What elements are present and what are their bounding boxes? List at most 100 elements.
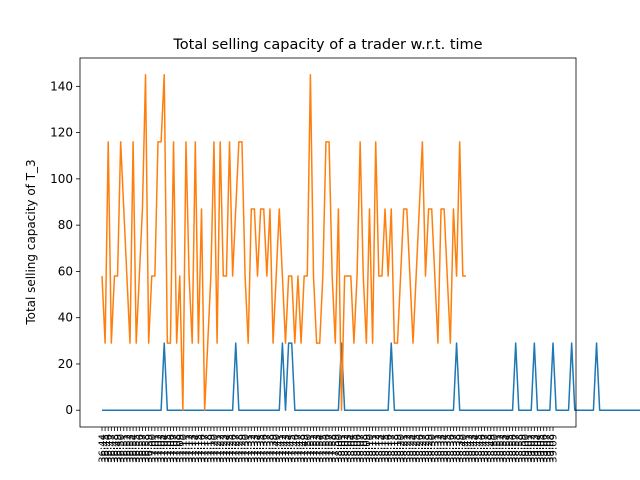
x-tick-label: 37:42: [278, 434, 289, 463]
x-tick-label: 37:27: [231, 434, 242, 463]
y-tick-label: 20: [58, 357, 73, 371]
x-tick-label: 37:47: [293, 434, 304, 463]
x-tick-label: 38:46: [477, 434, 488, 463]
x-tick-label: 38:57: [511, 434, 522, 463]
x-tick-label: 38:39: [455, 434, 466, 463]
x-tick-label: 37:11: [181, 434, 192, 463]
x-tick-label: 39:02: [527, 434, 538, 463]
x-tick-label: 37:09: [175, 434, 186, 463]
x-tick-label: 39:04: [533, 434, 544, 463]
x-tick-label: 37:38: [265, 434, 276, 463]
x-tick-label: 37:46: [290, 434, 301, 463]
x-tick-label: 37:03: [157, 434, 168, 463]
x-tick-label: 37:33: [250, 434, 261, 463]
x-tick-label: 39:05: [536, 434, 547, 463]
x-tick-label: 36:55: [132, 434, 143, 463]
x-tick-label: 37:02: [153, 434, 164, 463]
x-tick-label: 37:05: [163, 434, 174, 463]
x-tick-label: 38:43: [468, 434, 479, 463]
x-tick-label: 37:13: [188, 434, 199, 463]
y-tick-label: 80: [58, 218, 73, 232]
x-tick-label: 38:27: [418, 434, 429, 463]
x-tick-label: 37:39: [269, 434, 280, 463]
x-tick-label: 38:49: [486, 434, 497, 463]
x-tick-label: 38:36: [446, 434, 457, 463]
y-tick-label: 40: [58, 311, 73, 325]
x-tick-label: 36:48: [110, 434, 121, 463]
x-tick-label: 36:54: [129, 434, 140, 463]
x-tick-label: 37:43: [281, 434, 292, 463]
x-tick-label: 38:48: [483, 434, 494, 463]
x-tick-label: 38:26: [415, 434, 426, 463]
x-tick-label: 38:20: [396, 434, 407, 463]
x-tick-label: 37:34: [253, 434, 264, 463]
x-tick-label: 37:07: [169, 434, 180, 463]
x-tick-label: 36:53: [125, 434, 136, 463]
x-tick-label: 38:09: [362, 434, 373, 463]
x-tick-label: 37:10: [178, 434, 189, 463]
x-tick-label: 37:12: [185, 434, 196, 463]
x-tick-label: 37:51: [306, 434, 317, 463]
x-tick-label: 37:24: [222, 434, 233, 463]
x-tick-label: 39:08: [545, 434, 556, 463]
x-tick-label: 38:07: [356, 434, 367, 463]
x-tick-label: 38:03: [343, 434, 354, 463]
x-tick-label: 38:32: [433, 434, 444, 463]
x-tick-label: 38:02: [340, 434, 351, 463]
chart-title: Total selling capacity of a trader w.r.t…: [172, 37, 482, 53]
x-tick-label: 37:18: [203, 434, 214, 463]
x-tick-label: 37:04: [160, 434, 171, 463]
x-tick-label: 38:19: [393, 434, 404, 463]
x-tick-label: 36:59: [144, 434, 155, 463]
x-tick-label: 38:15: [381, 434, 392, 463]
x-tick-label: 37:15: [194, 434, 205, 463]
series-line-2: [101, 74, 466, 411]
x-tick-label: 38:12: [371, 434, 382, 463]
x-tick-label: 39:07: [542, 434, 553, 463]
x-tick-label: 38:34: [440, 434, 451, 463]
x-tick-label: 38:05: [349, 434, 360, 463]
x-tick-label: 38:37: [449, 434, 460, 463]
x-tick-label: 38:35: [443, 434, 454, 463]
y-tick-label: 140: [50, 79, 73, 93]
x-tick-label: 37:36: [259, 434, 270, 463]
x-tick-label: 37:17: [200, 434, 211, 463]
x-tick-label: 37:29: [237, 434, 248, 463]
x-tick-label: 37:26: [228, 434, 239, 463]
x-tick-label: 38:58: [514, 434, 525, 463]
x-tick-label: 38:33: [437, 434, 448, 463]
x-tick-label: 37:55: [318, 434, 329, 463]
x-tick-label: 38:50: [489, 434, 500, 463]
x-tick-label: 37:53: [312, 434, 323, 463]
x-tick-label: 38:31: [430, 434, 441, 463]
x-tick-label: 37:14: [191, 434, 202, 463]
x-tick-label: 36:58: [141, 434, 152, 463]
x-tick-label: 38:41: [461, 434, 472, 463]
x-tick-label: 38:52: [496, 434, 507, 463]
x-tick-label: 36:49: [113, 434, 124, 463]
x-tick-label: 37:52: [309, 434, 320, 463]
x-tick-label: 37:40: [272, 434, 283, 463]
x-tick-label: 38:59: [517, 434, 528, 463]
x-tick-label: 37:08: [172, 434, 183, 463]
x-tick-label: 37:41: [275, 434, 286, 463]
x-tick-label: 36:50: [116, 434, 127, 463]
x-tick-label: 38:51: [493, 434, 504, 463]
x-axis: 36:4436:4536:4636:4736:4836:4936:5036:51…: [98, 427, 560, 463]
x-tick-label: 38:21: [399, 434, 410, 463]
y-axis: 0 20 40 60 80 100 120 140: [50, 79, 80, 417]
x-tick-label: 38:29: [424, 434, 435, 463]
x-tick-label: 38:08: [359, 434, 370, 463]
x-tick-label: 38:23: [405, 434, 416, 463]
x-tick-label: 39:01: [524, 434, 535, 463]
x-tick-label: 36:56: [135, 434, 146, 463]
x-tick-label: 37:23: [219, 434, 230, 463]
x-tick-label: 37:56: [321, 434, 332, 463]
x-tick-label: 36:44: [98, 434, 109, 463]
x-tick-label: 37:25: [225, 434, 236, 463]
plot-frame: [79, 57, 577, 428]
x-tick-label: 38:11: [368, 434, 379, 463]
x-tick-label: 37:21: [213, 434, 224, 463]
x-tick-label: 39:06: [539, 434, 550, 463]
x-tick-label: 37:49: [300, 434, 311, 463]
